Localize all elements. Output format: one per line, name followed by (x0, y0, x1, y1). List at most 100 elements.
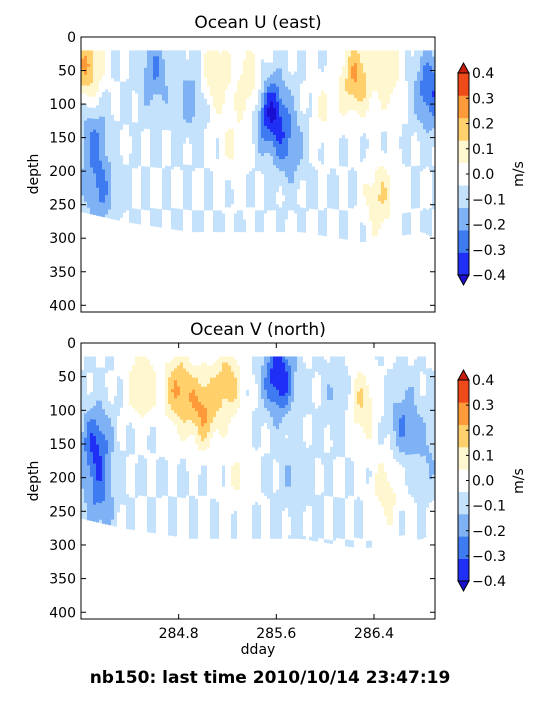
heatmap-cell (141, 88, 145, 92)
heatmap-cell (255, 71, 259, 76)
heatmap-cell (324, 53, 328, 58)
heatmap-cell (255, 122, 259, 127)
heatmap-cell (219, 228, 223, 233)
heatmap-cell (168, 94, 172, 99)
heatmap-cell (243, 162, 247, 166)
heatmap-cell (228, 195, 232, 199)
heatmap-cell (315, 179, 319, 183)
heatmap-cell (129, 124, 133, 129)
heatmap-cell (156, 112, 160, 116)
heatmap-cell (324, 78, 328, 82)
heatmap-cell (279, 180, 283, 184)
heatmap-cell (120, 195, 124, 199)
heatmap-cell (156, 158, 160, 163)
heatmap-cell (189, 153, 193, 157)
heatmap-cell (141, 186, 145, 190)
heatmap-cell (162, 168, 166, 172)
heatmap-cell (312, 135, 316, 140)
heatmap-cell (246, 95, 250, 100)
heatmap-cell (108, 178, 112, 183)
heatmap-cell (249, 50, 253, 55)
heatmap-cell (117, 149, 121, 153)
heatmap-cell (243, 165, 247, 169)
heatmap-cell (168, 121, 172, 126)
heatmap-cell (135, 59, 139, 63)
heatmap-cell (321, 182, 325, 187)
heatmap-cell (327, 90, 331, 95)
heatmap-cell (138, 56, 142, 60)
heatmap-cell (216, 89, 220, 94)
heatmap-cell (219, 147, 223, 151)
heatmap-cell (123, 87, 127, 91)
heatmap-cell (165, 159, 169, 164)
heatmap-cell (228, 180, 232, 184)
heatmap-cell (177, 83, 181, 87)
heatmap-cell (186, 152, 190, 157)
heatmap-cell (174, 110, 178, 114)
heatmap-cell (222, 74, 226, 79)
heatmap-cell (267, 116, 271, 121)
heatmap-cell (219, 180, 223, 184)
heatmap-cell (246, 222, 250, 227)
heatmap-cell (90, 194, 94, 199)
heatmap-cell (216, 153, 220, 157)
heatmap-cell (195, 62, 199, 67)
heatmap-cell (189, 113, 193, 118)
heatmap-cell (306, 68, 310, 73)
heatmap-cell (117, 81, 121, 85)
heatmap-cell (162, 200, 166, 205)
heatmap-cell (285, 159, 289, 163)
heatmap-cell (249, 162, 253, 166)
heatmap-cell (180, 110, 184, 114)
heatmap-cell (147, 67, 151, 72)
heatmap-cell (288, 89, 292, 94)
heatmap-cell (174, 214, 178, 218)
heatmap-cell (264, 195, 268, 199)
heatmap-cell (123, 192, 127, 197)
heatmap-cell (312, 105, 316, 110)
heatmap-cell (150, 56, 154, 60)
heatmap-cell (186, 185, 190, 190)
heatmap-cell (93, 211, 97, 216)
heatmap-cell (120, 124, 124, 128)
heatmap-cell (90, 110, 94, 114)
heatmap-cell (324, 195, 328, 200)
heatmap-cell (318, 167, 322, 171)
heatmap-cell (267, 83, 271, 88)
heatmap-cell (282, 92, 286, 97)
heatmap-cell (141, 143, 145, 147)
heatmap-cell (321, 173, 325, 178)
heatmap-cell (183, 158, 187, 163)
heatmap-cell (123, 58, 127, 63)
heatmap-cell (315, 145, 319, 149)
heatmap-cell (321, 71, 325, 76)
heatmap-cell (150, 79, 154, 84)
heatmap-cell (108, 125, 112, 130)
heatmap-cell (156, 150, 160, 154)
heatmap-cell (237, 216, 241, 221)
heatmap-cell (114, 191, 118, 195)
heatmap-cell (138, 128, 142, 132)
heatmap-cell (300, 210, 304, 215)
heatmap-cell (306, 226, 310, 231)
heatmap-cell (87, 196, 91, 201)
heatmap-cell (150, 140, 154, 145)
heatmap-cell (306, 53, 310, 58)
heatmap-cell (267, 101, 271, 106)
heatmap-cell (327, 180, 331, 185)
heatmap-cell (255, 74, 259, 79)
heatmap-cell (171, 139, 175, 144)
heatmap-cell (312, 200, 316, 204)
heatmap-cell (285, 71, 289, 76)
heatmap-cell (204, 65, 208, 70)
heatmap-cell (300, 62, 304, 67)
heatmap-cell (168, 115, 172, 120)
heatmap-cell (285, 56, 289, 61)
heatmap-cell (216, 213, 220, 218)
heatmap-cell (87, 194, 91, 198)
heatmap-cell (177, 187, 181, 192)
heatmap-cell (93, 99, 97, 103)
heatmap-cell (186, 149, 190, 154)
heatmap-cell (222, 68, 226, 73)
heatmap-cell (300, 138, 304, 142)
